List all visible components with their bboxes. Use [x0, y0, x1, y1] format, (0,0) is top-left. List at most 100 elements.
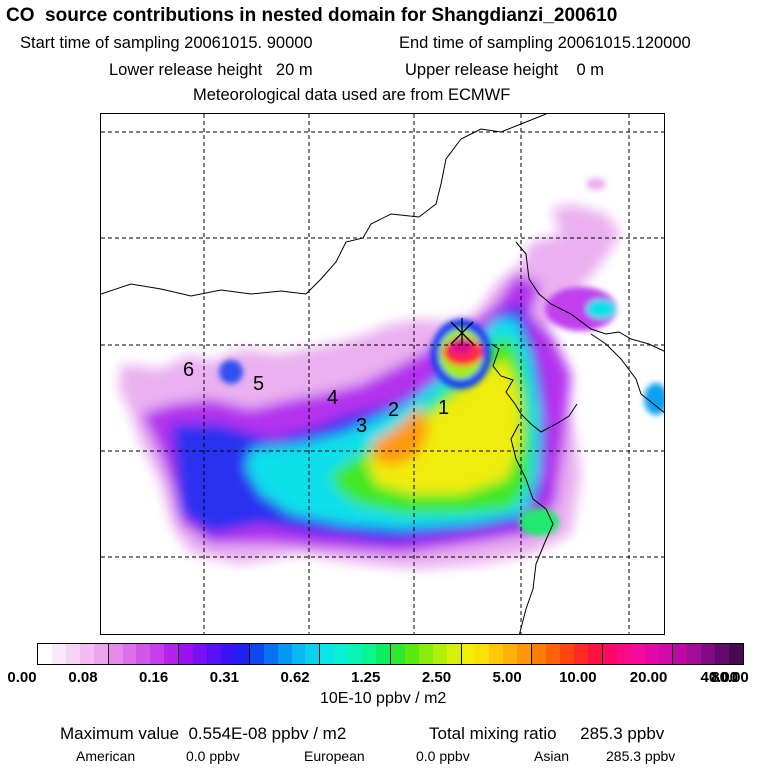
colorbar-swatch	[715, 644, 730, 664]
colorbar-swatch	[193, 644, 208, 664]
european-value: 0.0 ppbv	[416, 748, 470, 764]
colorbar-swatch	[489, 644, 504, 664]
colorbar-tick-label: 20.00	[629, 669, 668, 686]
colorbar-swatch	[729, 644, 743, 664]
west-blob	[219, 360, 243, 384]
colorbar-swatch	[334, 644, 349, 664]
northeast-speck	[586, 178, 606, 190]
region-label-3: 3	[356, 415, 367, 437]
colorbar-tick-label: 40.00	[700, 669, 739, 686]
colorbar-swatch	[136, 644, 151, 664]
colorbar-swatch	[376, 644, 390, 664]
colorbar-swatch	[446, 644, 461, 664]
colorbar-swatch	[503, 644, 518, 664]
concentration-field	[119, 178, 664, 569]
lower-release-label: Lower release height 20 m	[109, 61, 313, 79]
colorbar-swatch	[616, 644, 631, 664]
colorbar-tick-label: 1.25	[351, 669, 381, 686]
colorbar-swatch	[207, 644, 221, 664]
colorbar-swatch	[305, 644, 320, 664]
colorbar-segment	[601, 644, 673, 664]
colorbar-swatch	[404, 644, 419, 664]
colorbar-swatch	[164, 644, 179, 664]
asian-value: 285.3 ppbv	[606, 748, 676, 764]
colorbar	[37, 643, 744, 665]
colorbar-swatch	[573, 644, 588, 664]
colorbar-tick-label: 0.16	[139, 669, 169, 686]
far-east-blob	[644, 383, 664, 415]
colorbar-swatch	[220, 644, 235, 664]
colorbar-swatch	[320, 644, 335, 664]
colorbar-swatch	[122, 644, 137, 664]
total-mixing-ratio-label: Total mixing ratio 285.3 ppbv	[429, 724, 665, 743]
colorbar-swatch	[249, 644, 264, 664]
colorbar-segment	[107, 644, 179, 664]
colorbar-swatch	[362, 644, 377, 664]
colorbar-segment	[38, 644, 108, 664]
colorbar-swatch	[150, 644, 165, 664]
european-label: European	[304, 748, 365, 764]
colorbar-swatch	[602, 644, 617, 664]
colorbar-swatch	[418, 644, 433, 664]
region-label-4: 4	[327, 387, 338, 409]
colorbar-swatch	[630, 644, 645, 664]
american-label: American	[76, 748, 136, 764]
page-title: CO source contributions in nested domain…	[6, 5, 618, 26]
boundaries	[101, 114, 664, 634]
upper-release-label: Upper release height 0 m	[405, 61, 605, 79]
colorbar-swatch	[38, 644, 52, 664]
maximum-value-label: Maximum value 0.554E-08 ppbv / m2	[60, 724, 347, 743]
station-hotspot-magenta	[449, 337, 473, 355]
american-value: 0.0 ppbv	[186, 748, 240, 764]
colorbar-tick-label: 80.00	[711, 669, 749, 686]
map-svg: 1 2 3 4 5 6	[101, 114, 664, 634]
colorbar-swatch	[475, 644, 490, 664]
colorbar-swatch	[179, 644, 194, 664]
colorbar-segment	[460, 644, 532, 664]
region-label-2: 2	[388, 399, 399, 421]
colorbar-swatch	[587, 644, 602, 664]
colorbar-swatch	[108, 644, 123, 664]
colorbar-swatch	[461, 644, 476, 664]
station-cross-icon	[450, 318, 474, 346]
colorbar-swatch	[93, 644, 108, 664]
colorbar-units: 10E-10 ppbv / m2	[320, 690, 447, 707]
end-time-label: End time of sampling 20061015.120000	[399, 34, 691, 52]
colorbar-segment	[672, 644, 743, 664]
colorbar-tick-label: 10.00	[559, 669, 597, 686]
colorbar-swatch	[546, 644, 560, 664]
colorbar-swatch	[673, 644, 688, 664]
map-panel: 1 2 3 4 5 6	[100, 113, 665, 635]
colorbar-swatch	[51, 644, 66, 664]
asian-label: Asian	[534, 748, 570, 764]
colorbar-swatch	[291, 644, 306, 664]
colorbar-segment	[178, 644, 249, 664]
colorbar-swatch	[687, 644, 702, 664]
colorbar-swatch	[390, 644, 405, 664]
east-blob-violet	[545, 287, 617, 331]
region-label-6: 6	[183, 359, 194, 381]
colorbar-tick-label: 0.62	[280, 669, 310, 686]
colorbar-segment	[319, 644, 390, 664]
colorbar-swatch	[644, 644, 659, 664]
colorbar-swatch	[79, 644, 94, 664]
lat-lon-grid	[101, 114, 664, 634]
colorbar-segment	[248, 644, 320, 664]
colorbar-swatch	[234, 644, 249, 664]
colorbar-segment	[531, 644, 602, 664]
colorbar-swatch	[65, 644, 80, 664]
region-label-1: 1	[438, 397, 449, 419]
colorbar-tick-label: 0.31	[209, 669, 239, 686]
colorbar-swatch	[277, 644, 292, 664]
colorbar-swatch	[532, 644, 547, 664]
colorbar-swatch	[348, 644, 363, 664]
met-data-label: Meteorological data used are from ECMWF	[193, 86, 511, 104]
colorbar-tick-label: 5.00	[492, 669, 522, 686]
colorbar-segment	[389, 644, 461, 664]
colorbar-swatch	[432, 644, 447, 664]
colorbar-tick-label: 0.08	[68, 669, 98, 686]
east-coast-blob	[519, 508, 559, 536]
colorbar-swatch	[263, 644, 278, 664]
colorbar-swatch	[701, 644, 716, 664]
colorbar-tick-label: 0.00	[7, 669, 37, 686]
